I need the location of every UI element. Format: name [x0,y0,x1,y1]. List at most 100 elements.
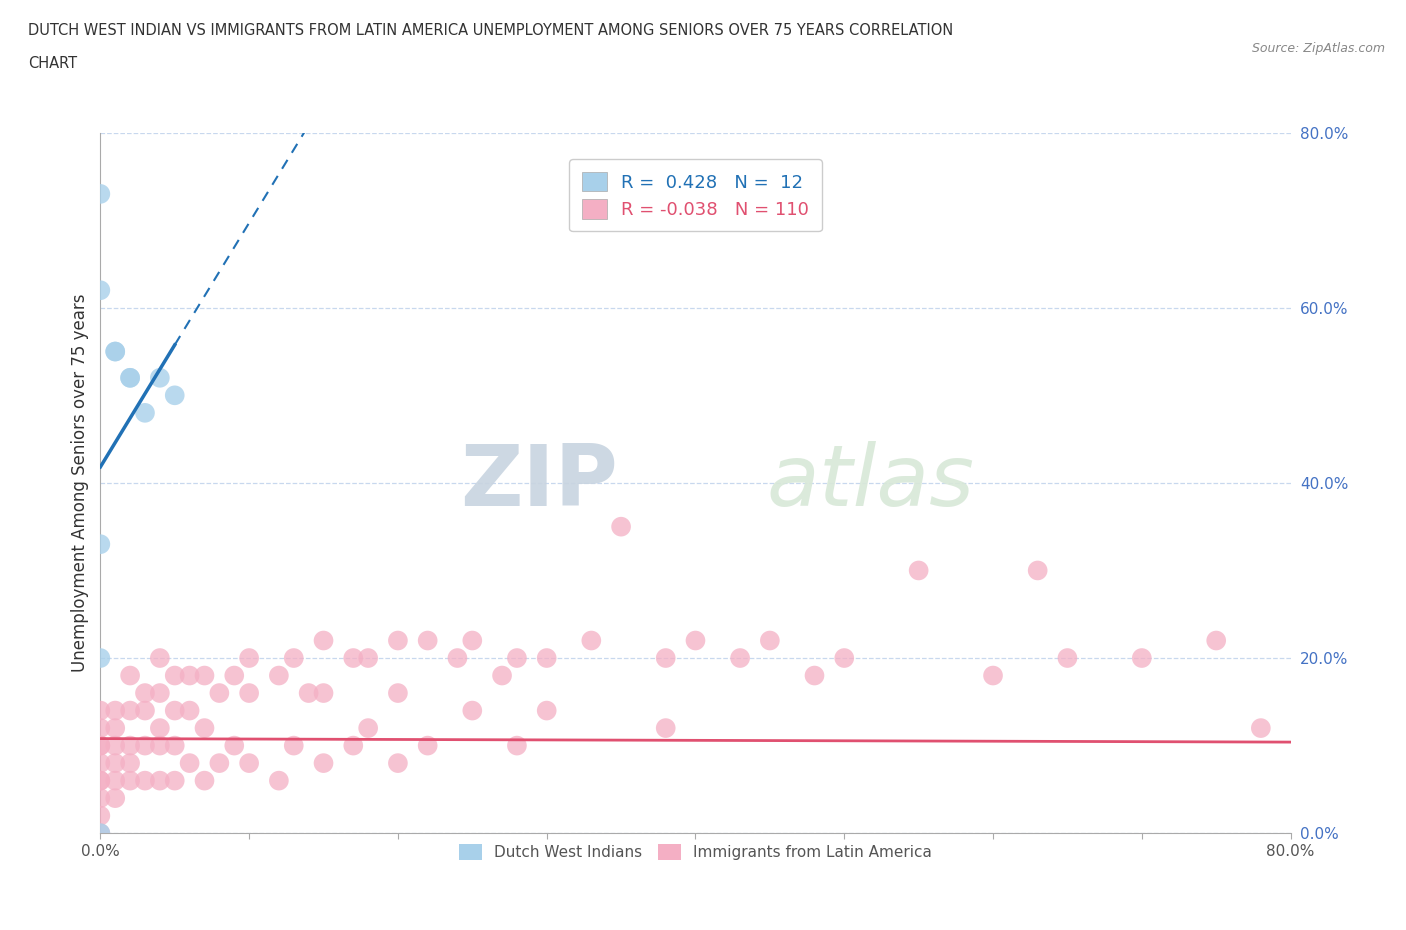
Point [89,773,111,788]
Point [89,773,111,788]
Point [89,703,111,718]
Point [387,633,409,648]
Point [506,738,529,753]
Point [1130,651,1153,666]
Point [387,685,409,700]
Point [1026,563,1049,578]
Point [446,651,468,666]
Point [89,790,111,805]
Point [208,685,231,700]
Point [149,370,172,385]
Point [89,537,111,551]
Point [267,773,290,788]
Point [163,388,186,403]
Point [416,738,439,753]
Point [149,685,172,700]
Point [149,651,172,666]
Point [104,738,127,753]
Point [149,721,172,736]
Point [312,756,335,771]
Point [134,685,156,700]
Point [149,738,172,753]
Point [89,186,111,201]
Text: atlas: atlas [766,442,974,525]
Point [193,721,215,736]
Point [312,685,335,700]
Point [581,633,603,648]
Point [179,668,201,683]
Point [357,721,380,736]
Point [536,651,558,666]
Point [104,721,127,736]
Point [759,633,782,648]
Point [907,563,929,578]
Point [387,756,409,771]
Point [536,703,558,718]
Point [1250,721,1272,736]
Text: Source: ZipAtlas.com: Source: ZipAtlas.com [1251,42,1385,55]
Point [416,633,439,648]
Point [610,519,633,534]
Text: CHART: CHART [28,56,77,71]
Legend: Dutch West Indians, Immigrants from Latin America: Dutch West Indians, Immigrants from Lati… [451,836,939,868]
Point [89,826,111,841]
Point [120,738,142,753]
Point [104,344,127,359]
Point [981,668,1004,683]
Point [163,773,186,788]
Point [163,668,186,683]
Point [179,756,201,771]
Point [179,703,201,718]
Text: ZIP: ZIP [460,442,619,525]
Point [224,738,246,753]
Point [89,721,111,736]
Point [89,738,111,753]
Point [238,685,260,700]
Point [832,651,855,666]
Point [104,773,127,788]
Text: DUTCH WEST INDIAN VS IMMIGRANTS FROM LATIN AMERICA UNEMPLOYMENT AMONG SENIORS OV: DUTCH WEST INDIAN VS IMMIGRANTS FROM LAT… [28,23,953,38]
Point [342,651,364,666]
Point [89,826,111,841]
Point [149,773,172,788]
Point [104,344,127,359]
Point [491,668,513,683]
Point [283,651,305,666]
Y-axis label: Unemployment Among Seniors over 75 years: Unemployment Among Seniors over 75 years [72,294,89,672]
Point [342,738,364,753]
Point [1205,633,1227,648]
Point [193,773,215,788]
Point [120,773,142,788]
Point [134,738,156,753]
Point [89,738,111,753]
Point [120,370,142,385]
Point [193,668,215,683]
Point [728,651,751,666]
Point [238,651,260,666]
Point [120,668,142,683]
Point [134,703,156,718]
Point [357,651,380,666]
Point [312,633,335,648]
Point [120,756,142,771]
Point [104,703,127,718]
Point [89,283,111,298]
Point [803,668,825,683]
Point [163,738,186,753]
Point [654,721,676,736]
Point [461,633,484,648]
Point [1056,651,1078,666]
Point [134,773,156,788]
Point [208,756,231,771]
Point [104,790,127,805]
Point [238,756,260,771]
Point [120,703,142,718]
Point [120,370,142,385]
Point [89,651,111,666]
Point [654,651,676,666]
Point [89,808,111,823]
Point [134,405,156,420]
Point [104,756,127,771]
Point [506,651,529,666]
Point [685,633,707,648]
